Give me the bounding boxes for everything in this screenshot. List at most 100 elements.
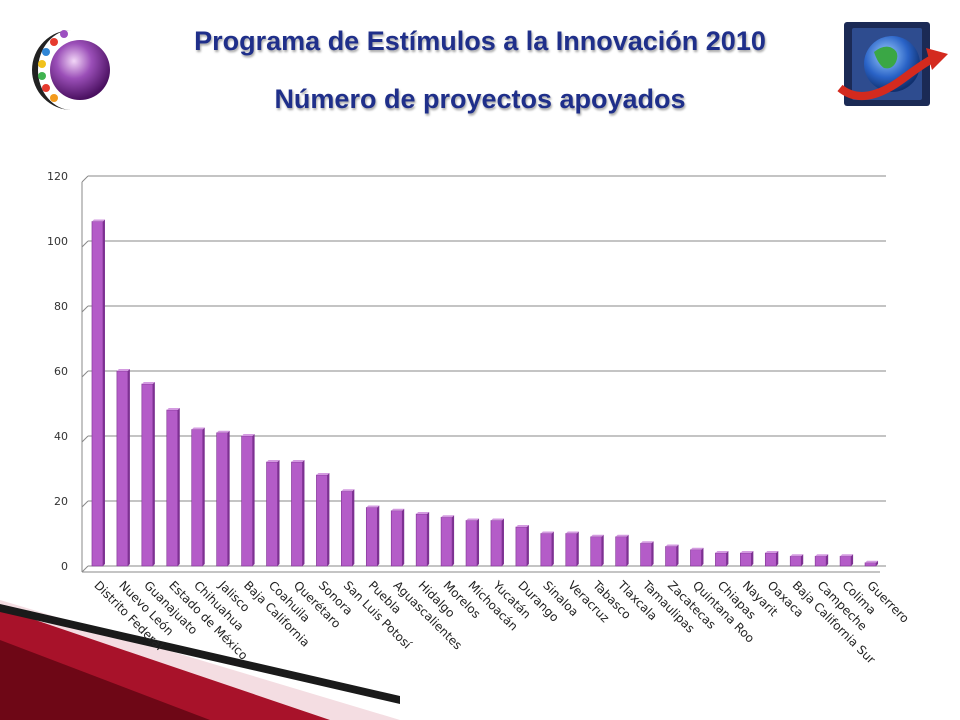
bar-side — [352, 489, 355, 566]
bar-top — [216, 430, 230, 433]
bar-top — [441, 515, 455, 518]
bar — [191, 429, 204, 567]
bar-side — [227, 430, 230, 566]
bar-top — [416, 512, 430, 514]
bar — [565, 533, 578, 567]
grid-diagonal — [81, 240, 89, 248]
bar-side — [851, 554, 854, 566]
grid-diagonal — [81, 435, 89, 443]
bar — [390, 510, 403, 567]
bar — [690, 549, 702, 567]
bar — [814, 555, 827, 567]
bar — [839, 555, 852, 567]
bar-top — [241, 434, 255, 436]
bar — [864, 562, 877, 567]
bar-side — [177, 408, 180, 566]
bar-top — [565, 531, 579, 534]
bar — [740, 552, 752, 567]
y-tick-label: 80 — [54, 300, 68, 313]
bar-top — [266, 460, 280, 462]
decorative-ribbon — [0, 600, 400, 720]
bar-side — [626, 534, 629, 566]
bar — [266, 461, 278, 567]
globe-arrow-logo-icon — [837, 22, 948, 106]
bar-side — [327, 473, 330, 566]
bar-side — [477, 518, 480, 566]
bar-top — [466, 518, 480, 521]
bar-side — [252, 434, 255, 566]
bar-side — [726, 551, 729, 566]
bar — [216, 432, 228, 567]
bar — [166, 409, 179, 567]
bar-side — [427, 512, 430, 566]
bar — [789, 555, 802, 567]
bar-side — [202, 427, 205, 566]
bar — [291, 461, 303, 567]
bar — [241, 435, 253, 567]
bar — [415, 513, 428, 567]
bar-top — [790, 554, 804, 557]
bar-top — [341, 489, 355, 492]
bar — [316, 474, 328, 567]
bar-side — [452, 515, 455, 566]
bar-side — [402, 508, 405, 566]
bar-top — [865, 560, 879, 563]
bar-top — [490, 518, 504, 521]
grid-diagonal — [81, 175, 89, 183]
chart-title: Programa de Estímulos a la Innovación 20… — [194, 26, 766, 56]
bar — [490, 520, 503, 567]
bar — [440, 516, 453, 567]
bar-side — [751, 551, 754, 566]
y-tick-label: 20 — [54, 495, 68, 508]
bar — [465, 520, 478, 567]
bar — [715, 552, 727, 567]
chart-subtitle: Número de proyectos apoyados — [274, 84, 686, 114]
bar — [764, 552, 777, 567]
y-tick-label: 60 — [54, 365, 68, 378]
bar-top — [291, 460, 305, 462]
grid-diagonal — [81, 500, 89, 508]
bar-side — [826, 554, 829, 566]
bar-side — [302, 460, 305, 566]
sphere-logo-icon — [32, 30, 110, 110]
y-tick-label: 120 — [47, 170, 68, 183]
bar-side — [801, 554, 804, 566]
bar-top — [590, 534, 604, 537]
bar-side — [152, 382, 155, 566]
bar-top — [540, 531, 554, 534]
bar — [640, 542, 652, 567]
bar — [590, 536, 603, 567]
bar — [615, 536, 627, 567]
bar-side — [876, 560, 879, 566]
bar-top — [141, 382, 155, 384]
bar — [515, 526, 528, 567]
bar-top — [615, 534, 629, 537]
bar-top — [191, 427, 205, 430]
y-tick-label: 100 — [47, 235, 68, 248]
bar-side — [277, 460, 280, 566]
bar-top — [640, 541, 654, 544]
bar-side — [701, 547, 704, 566]
y-tick-label: 40 — [54, 430, 68, 443]
bar-side — [102, 219, 105, 566]
bar-top — [665, 544, 679, 547]
bar — [141, 383, 154, 567]
bar-top — [91, 219, 105, 222]
bar-top — [366, 505, 380, 508]
bar-side — [651, 541, 654, 566]
bar-top — [316, 473, 330, 475]
bar-top — [840, 554, 854, 557]
bar — [341, 490, 353, 567]
bar — [540, 533, 553, 567]
bar-side — [127, 369, 130, 566]
bar-top — [515, 525, 529, 527]
bar-top — [740, 551, 754, 553]
grid-diagonal — [81, 565, 89, 573]
y-tick-label: 0 — [61, 560, 68, 573]
bar-side — [601, 534, 604, 566]
bar-side — [377, 505, 380, 566]
bar-top — [715, 551, 729, 553]
bar-top — [116, 369, 130, 371]
bar — [116, 370, 129, 567]
